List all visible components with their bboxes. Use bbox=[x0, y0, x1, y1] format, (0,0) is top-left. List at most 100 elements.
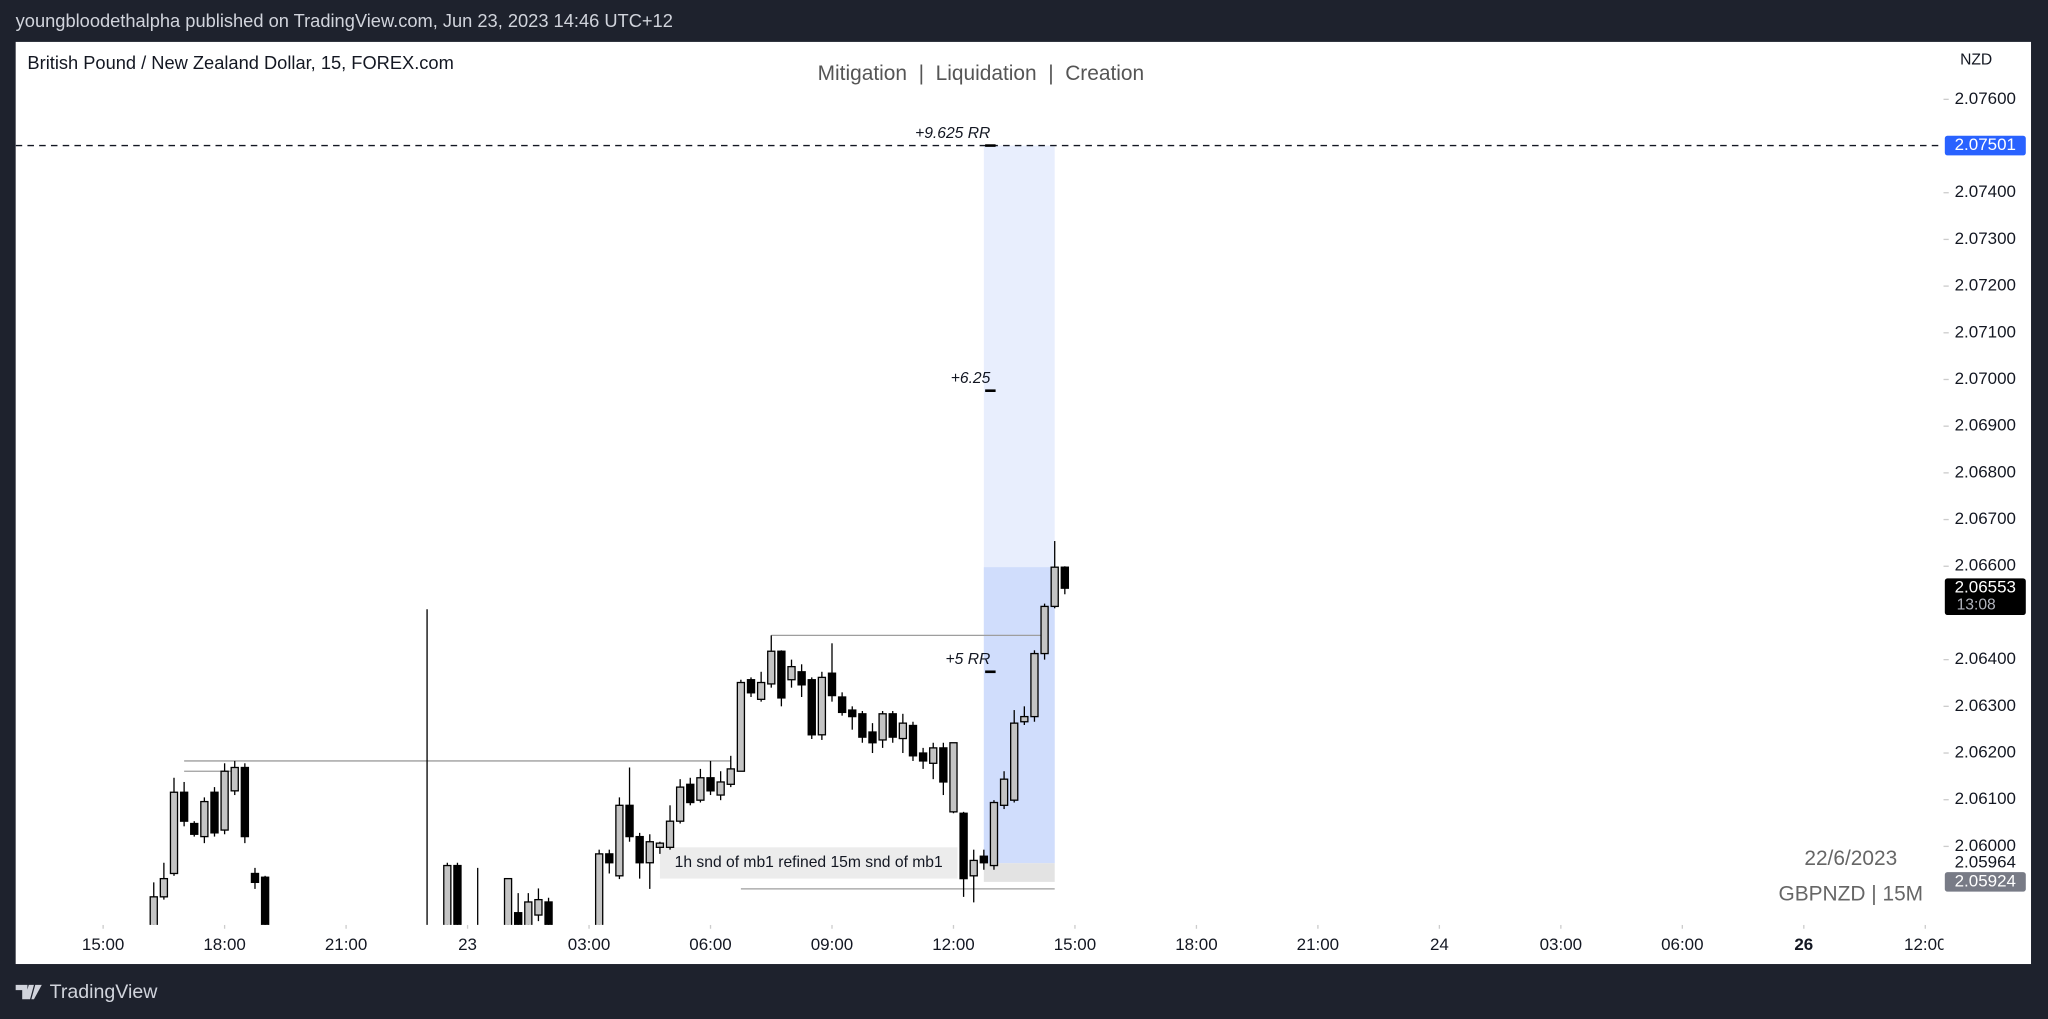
candle-body bbox=[220, 770, 229, 831]
candle-body bbox=[260, 876, 270, 925]
zone-label: 1h snd of mb1 refined 15m snd of mb1 bbox=[675, 854, 943, 871]
candle-body bbox=[524, 901, 533, 925]
candle-body bbox=[868, 731, 877, 744]
candle-body bbox=[817, 676, 827, 736]
candle-body bbox=[797, 671, 806, 686]
candle-body bbox=[250, 872, 260, 884]
candle-body bbox=[807, 679, 816, 736]
x-tick-label: 03:00 bbox=[1540, 935, 1582, 954]
zone bbox=[659, 847, 958, 879]
y-tick-label: 2.07300 bbox=[1955, 229, 2016, 248]
y-tick-label: 2.06300 bbox=[1955, 696, 2016, 715]
candle-body bbox=[190, 822, 199, 835]
candle-body bbox=[443, 864, 452, 925]
candle-body bbox=[827, 672, 837, 697]
candle-body bbox=[939, 747, 948, 783]
candle-body bbox=[756, 681, 766, 700]
candle-body bbox=[645, 841, 654, 864]
brand-name: TradingView bbox=[50, 981, 159, 1003]
candle-body bbox=[989, 801, 999, 867]
brand: TradingView bbox=[15, 981, 159, 1003]
price-label: 2.06553 bbox=[1955, 578, 2016, 597]
candle-body bbox=[230, 766, 239, 792]
x-tick-label: 18:00 bbox=[1175, 935, 1217, 954]
y-tick-label: 2.06600 bbox=[1955, 556, 2016, 575]
y-axis: 2.06000 2.06100 2.06200 2.06300 2.06400 2.066… bbox=[1943, 89, 2026, 892]
price-label: 2.05924 bbox=[1955, 871, 2016, 890]
plot: 1h snd of mb1 refined 15m snd of mb1 +9.6… bbox=[15, 125, 1944, 925]
watermark-symbol: GBPNZD | 15M bbox=[1778, 882, 1923, 905]
candle-body bbox=[1040, 605, 1049, 655]
candle-body bbox=[1050, 566, 1059, 608]
candle-body bbox=[858, 713, 867, 738]
x-tick-label: 15:00 bbox=[1054, 935, 1096, 954]
watermark-date: 22/6/2023 bbox=[1804, 847, 1897, 870]
x-tick-label: 26 bbox=[1794, 935, 1813, 954]
publisher: youngbloodethalpha published on TradingV… bbox=[16, 10, 673, 31]
x-tick-label: 18:00 bbox=[203, 935, 245, 954]
candle-body bbox=[159, 877, 169, 898]
candle-body bbox=[787, 665, 796, 681]
candle-body bbox=[513, 912, 523, 925]
candle-body bbox=[665, 820, 675, 848]
y-tick-label: 2.07100 bbox=[1955, 322, 2016, 341]
candle-body bbox=[210, 791, 219, 834]
candle-body bbox=[726, 768, 735, 785]
x-tick-label: 23 bbox=[458, 935, 477, 954]
price-label-box bbox=[1944, 578, 2026, 615]
y-tick-label: 2.06000 bbox=[1955, 836, 2016, 855]
y-tick-label: 2.06800 bbox=[1955, 462, 2016, 481]
y-tick-label: 2.06400 bbox=[1955, 649, 2016, 668]
x-tick-label: 06:00 bbox=[689, 935, 731, 954]
y-tick-label: 2.06200 bbox=[1955, 743, 2016, 762]
logo bbox=[15, 984, 42, 1000]
candle-body bbox=[848, 709, 857, 718]
candle-body bbox=[686, 783, 695, 804]
candle-body bbox=[898, 722, 908, 740]
candle-body bbox=[777, 650, 786, 699]
candle-body bbox=[999, 778, 1009, 806]
candle-body bbox=[888, 713, 897, 738]
x-tick-label: 09:00 bbox=[811, 935, 853, 954]
price-label-box bbox=[1944, 853, 2026, 874]
candle-body bbox=[736, 681, 746, 772]
x-tick-label: 21:00 bbox=[1297, 935, 1339, 954]
rr-label: +5 RR bbox=[946, 651, 991, 668]
candle-body bbox=[837, 696, 847, 714]
y-tick-label: 2.06700 bbox=[1955, 509, 2016, 528]
x-axis: 15:00 18:00 21:00 23 03:00 06:00 09:00 12:00 15:… bbox=[82, 924, 1944, 954]
candle-body bbox=[625, 804, 634, 838]
candle-body bbox=[503, 877, 513, 925]
candle-body bbox=[675, 786, 685, 822]
price-label-box bbox=[1944, 872, 2026, 892]
x-tick-label: 15:00 bbox=[82, 935, 124, 954]
x-tick-label: 21:00 bbox=[325, 935, 367, 954]
candle-body bbox=[534, 898, 543, 916]
candle-body bbox=[746, 679, 756, 694]
y-tick-label: 2.06900 bbox=[1955, 416, 2016, 435]
countdown: 13:08 bbox=[1957, 596, 1996, 613]
y-tick-label: 2.06100 bbox=[1955, 789, 2016, 808]
candle-body bbox=[200, 800, 209, 838]
candle-body bbox=[979, 855, 989, 864]
price-label-box bbox=[1944, 135, 2026, 156]
candle-body bbox=[544, 901, 553, 925]
candle-body bbox=[605, 853, 614, 864]
candle-body bbox=[929, 747, 938, 764]
x-tick-label: 12:00 bbox=[932, 935, 974, 954]
chart-title: Mitigation | Liquidation | Creation bbox=[818, 62, 1144, 85]
candle-body bbox=[949, 742, 958, 813]
rr-label: +9.625 RR bbox=[915, 125, 990, 142]
candle-body bbox=[1060, 566, 1070, 589]
candle-body bbox=[706, 777, 715, 792]
y-unit: NZD bbox=[1960, 51, 1992, 68]
candle-body bbox=[655, 842, 665, 848]
candle-body bbox=[179, 791, 189, 822]
rr-label: +6.25 bbox=[951, 370, 991, 387]
candle-body bbox=[878, 713, 887, 741]
symbol: British Pound / New Zealand Dollar, 15, … bbox=[27, 52, 453, 73]
candle-body bbox=[1030, 652, 1039, 718]
candle-body bbox=[453, 864, 462, 925]
